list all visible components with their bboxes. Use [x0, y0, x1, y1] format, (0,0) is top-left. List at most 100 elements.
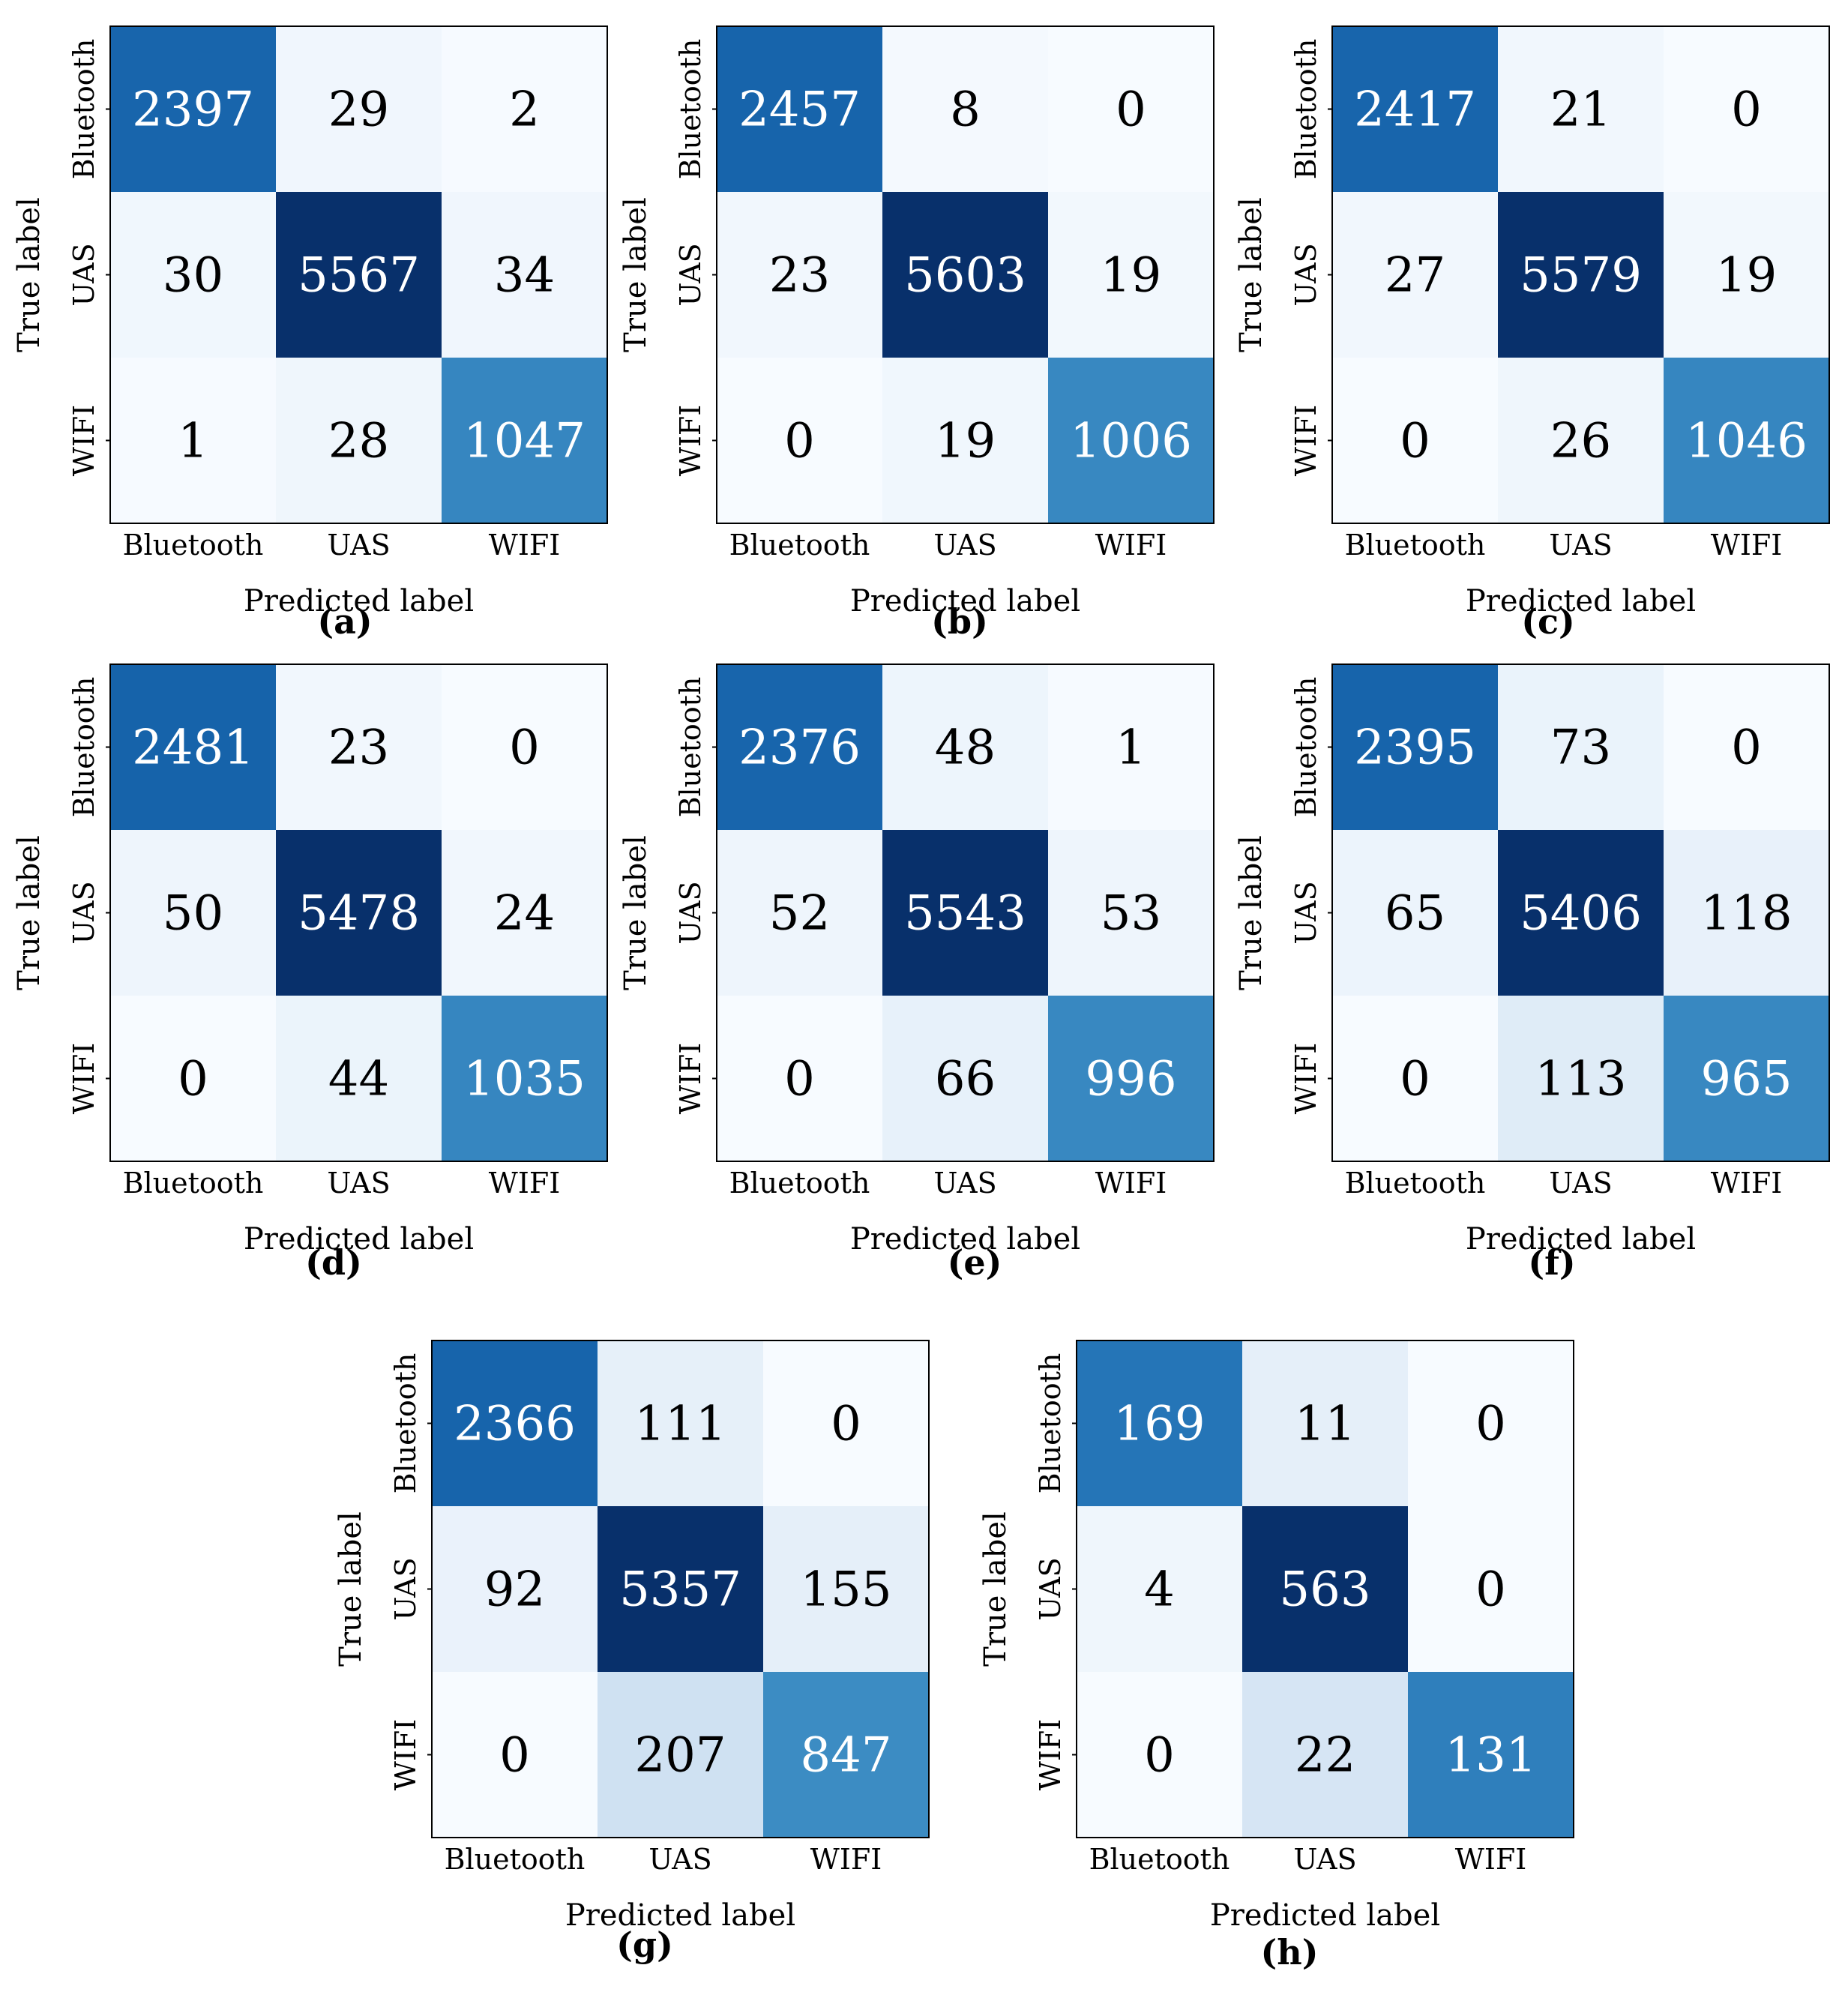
cell-value-label: 5543	[904, 886, 1026, 942]
y-tick-label: WIFI	[1289, 1043, 1322, 1114]
heatmap-cell	[882, 192, 1048, 358]
x-axis-title: Predicted label	[244, 584, 474, 619]
heatmap-cell	[598, 1506, 763, 1672]
confusion-matrix-panel-h: 169 11 0 4 563 0 0 22 131 Bluetooth UAS WIFI Bluetoo…	[978, 1340, 1574, 1973]
x-tick-label: UAS	[327, 529, 390, 562]
heatmap-cell	[763, 1672, 929, 1838]
x-tick-label: WIFI	[1095, 529, 1167, 562]
cell-value-label: 5357	[619, 1562, 741, 1618]
heatmap-cell	[1408, 1672, 1574, 1838]
x-axis-title: Predicted label	[850, 1222, 1080, 1257]
cell-value-label: 0	[1731, 82, 1762, 138]
x-tick-label: WIFI	[1711, 529, 1782, 562]
heatmap-cell	[1048, 830, 1214, 996]
heatmap-cell	[1498, 358, 1664, 523]
heatmap-cell	[882, 664, 1048, 830]
heatmap-cell	[1498, 192, 1664, 358]
cell-value-label: 5478	[298, 886, 420, 942]
heatmap-cell	[1048, 664, 1214, 830]
y-tick-label: UAS	[389, 1557, 422, 1620]
y-tick-label: WIFI	[67, 405, 100, 476]
cell-value-label: 73	[1550, 720, 1611, 776]
cell-value-label: 66	[935, 1052, 996, 1107]
heatmap-cell	[1242, 1340, 1408, 1506]
cell-value-label: 0	[499, 1728, 530, 1784]
cell-value-label: 23	[769, 248, 830, 304]
heatmap-cell	[763, 1340, 929, 1506]
cell-value-label: 53	[1101, 886, 1161, 942]
cell-value-label: 5406	[1520, 886, 1642, 942]
cell-value-label: 0	[1475, 1397, 1506, 1452]
heatmap-cell	[1408, 1506, 1574, 1672]
heatmap-cell	[882, 358, 1048, 523]
cell-value-label: 0	[831, 1397, 861, 1452]
cell-value-label: 0	[1116, 82, 1146, 138]
cell-value-label: 92	[484, 1562, 545, 1618]
heatmap-cell	[882, 26, 1048, 192]
confusion-matrix-panel-f: 2395 73 0 65 5406 118 0 113 965 Bluetooth UAS WIFI B…	[1234, 664, 1830, 1283]
x-tick-label: UAS	[1549, 1167, 1612, 1200]
heatmap-cell	[1048, 358, 1214, 523]
heatmap-cell	[1077, 1672, 1242, 1838]
y-tick-label: WIFI	[1289, 405, 1322, 476]
heatmap-cell	[276, 26, 442, 192]
y-tick-label: WIFI	[674, 1043, 707, 1114]
cell-value-label: 2366	[454, 1397, 576, 1452]
x-tick-label: Bluetooth	[1345, 529, 1486, 562]
cell-value-label: 0	[784, 414, 815, 469]
confusion-matrix-panel-g: 2366 111 0 92 5357 155 0 207 847 Bluetooth UAS WIFI…	[334, 1340, 930, 1965]
heatmap-cell	[432, 1672, 598, 1838]
confusion-matrix-panel-a: 2397 29 2 30 5567 34 1 28 1047 Bluetooth UAS WIFI Bl…	[12, 25, 608, 642]
y-tick-label: WIFI	[389, 1719, 422, 1790]
cell-value-label: 48	[935, 720, 996, 776]
x-tick-label: Bluetooth	[729, 529, 870, 562]
heatmap-cell	[276, 996, 442, 1161]
heatmap-cell	[1664, 358, 1829, 523]
cell-value-label: 50	[163, 886, 223, 942]
cell-value-label: 118	[1700, 886, 1792, 942]
heatmap-cell	[598, 1340, 763, 1506]
x-tick-label: Bluetooth	[729, 1167, 870, 1200]
panel-label: (c)	[1521, 601, 1575, 642]
heatmap-cell	[442, 192, 607, 358]
cell-value-label: 23	[328, 720, 389, 776]
heatmap-cell	[110, 358, 276, 523]
cell-value-label: 2397	[132, 82, 254, 138]
confusion-matrix-panel-c: 2417 21 0 27 5579 19 0 26 1046 Bluetooth UAS WIFI Bl…	[1234, 25, 1830, 642]
heatmap-cell	[1332, 192, 1498, 358]
y-tick-label: WIFI	[674, 405, 707, 476]
cell-value-label: 11	[1295, 1397, 1355, 1452]
cell-value-label: 155	[800, 1562, 891, 1618]
cell-value-label: 1006	[1070, 414, 1192, 469]
cell-value-label: 19	[1101, 248, 1161, 304]
x-tick-label: Bluetooth	[123, 529, 264, 562]
cell-value-label: 0	[1144, 1728, 1175, 1784]
x-tick-label: Bluetooth	[1345, 1167, 1486, 1200]
cell-value-label: 2	[509, 82, 540, 138]
cell-value-label: 8	[950, 82, 981, 138]
cell-value-label: 0	[178, 1052, 208, 1107]
y-tick-label: Bluetooth	[67, 677, 100, 818]
confusion-matrix-panel-d: 2481 23 0 50 5478 24 0 44 1035 Bluetooth UAS WIFI Bl…	[12, 664, 608, 1283]
heatmap-cell	[442, 830, 607, 996]
cell-value-label: 21	[1550, 82, 1611, 138]
heatmap-cell	[1664, 26, 1829, 192]
x-tick-label: WIFI	[1095, 1167, 1167, 1200]
cell-value-label: 65	[1385, 886, 1445, 942]
heatmap-cell	[442, 664, 607, 830]
y-tick-label: WIFI	[1034, 1719, 1067, 1790]
confusion-matrix-panel-e: 2376 48 1 52 5543 53 0 66 996 Bluetooth UAS WIFI Blu…	[618, 664, 1215, 1283]
cell-value-label: 1047	[463, 414, 586, 469]
cell-value-label: 2481	[132, 720, 254, 776]
x-tick-label: WIFI	[810, 1843, 882, 1876]
y-axis-title: True label	[12, 835, 46, 990]
heatmap-cell	[110, 996, 276, 1161]
cell-value-label: 5567	[298, 248, 420, 304]
heatmap-cell	[432, 1340, 598, 1506]
cell-value-label: 0	[1400, 414, 1430, 469]
cell-value-label: 2376	[738, 720, 861, 776]
x-tick-label: WIFI	[1711, 1167, 1782, 1200]
y-axis-title: True label	[1234, 197, 1268, 352]
y-tick-label: UAS	[1289, 243, 1322, 306]
